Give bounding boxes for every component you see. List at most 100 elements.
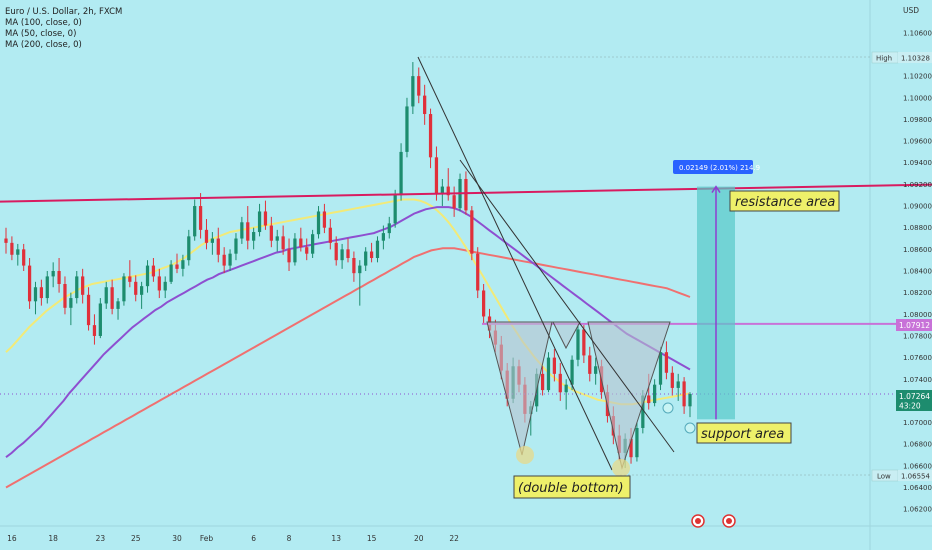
- pattern-annotation[interactable]: (double bottom): [513, 475, 631, 499]
- y-tick-label: 1.09600: [903, 138, 932, 146]
- x-tick-label: 30: [172, 534, 182, 543]
- candle-body: [546, 357, 551, 391]
- candle: [322, 203, 327, 234]
- candle-body: [452, 195, 456, 209]
- candle: [546, 352, 551, 393]
- candle-body: [393, 195, 397, 224]
- candle-body: [641, 395, 645, 428]
- candle: [110, 279, 114, 315]
- candle: [116, 298, 120, 320]
- candle: [51, 262, 55, 288]
- symbol-title: Euro / U.S. Dollar, 2h, FXCM: [5, 7, 122, 17]
- candle-body: [635, 427, 639, 458]
- candle-body: [257, 211, 262, 233]
- candle-body: [664, 352, 669, 373]
- low-label: Low: [877, 473, 891, 481]
- candle-body: [210, 238, 215, 243]
- candle-body: [175, 264, 179, 269]
- candle: [204, 219, 209, 250]
- candle: [405, 97, 409, 158]
- measure-label-text: 0.02149 (2.01%) 214.9: [679, 164, 760, 172]
- candle: [652, 379, 657, 407]
- ma100-line: [5, 206, 691, 458]
- candle: [576, 322, 580, 367]
- candle: [257, 203, 262, 237]
- y-tick-label: 1.09000: [903, 203, 932, 211]
- candle-body: [405, 106, 409, 152]
- pattern-annotation-text: (double bottom): [518, 481, 624, 496]
- candle: [417, 67, 421, 104]
- candle-body: [481, 290, 486, 317]
- candle: [210, 232, 215, 255]
- candle-body: [446, 186, 450, 196]
- candle: [470, 206, 474, 261]
- support-annotation[interactable]: support area: [696, 422, 792, 444]
- candle-body: [246, 222, 250, 241]
- candle: [151, 258, 156, 282]
- y-tick-label: 1.07600: [903, 354, 932, 362]
- candle-body: [39, 287, 44, 299]
- candle: [98, 298, 102, 339]
- candle-body: [75, 276, 79, 299]
- candle-body: [340, 249, 344, 261]
- moving-averages: [5, 198, 691, 489]
- candle-body: [234, 238, 238, 254]
- support-marker-2: [684, 422, 696, 434]
- event-flag-icon-2[interactable]: [722, 514, 736, 528]
- candle-body: [157, 276, 161, 291]
- candle: [27, 258, 32, 309]
- candle: [104, 281, 108, 309]
- resistance-annotation-text: resistance area: [735, 195, 835, 210]
- resistance-line: [0, 183, 932, 203]
- candle-body: [364, 251, 368, 266]
- candle: [369, 242, 374, 263]
- candle-body: [411, 76, 415, 107]
- candle-body: [423, 95, 427, 115]
- candle: [33, 281, 38, 315]
- candle-body: [346, 249, 350, 259]
- pattern-triangle-right: [587, 321, 671, 470]
- x-tick-label: 15: [367, 534, 377, 543]
- candle-body: [287, 249, 291, 263]
- candle: [375, 236, 380, 263]
- candle-body: [328, 227, 332, 243]
- candle-body: [476, 253, 480, 291]
- candle: [157, 268, 161, 299]
- event-flag-icon-1[interactable]: [691, 514, 705, 528]
- candle: [434, 146, 439, 201]
- candle-body: [10, 242, 14, 255]
- candle: [540, 366, 545, 396]
- candle: [228, 249, 232, 271]
- candle-body: [647, 395, 651, 404]
- low-value-box: [898, 470, 932, 481]
- y-tick-label: 1.06600: [903, 462, 932, 470]
- x-tick-label: Feb: [200, 534, 214, 543]
- pattern-annotation-box: [513, 475, 631, 499]
- candle-body: [27, 265, 32, 302]
- indicator-ma200: MA (200, close, 0): [5, 40, 82, 50]
- y-tick-label: 1.06400: [903, 484, 932, 492]
- y-tick-label: 1.07000: [903, 419, 932, 427]
- candle-body: [269, 225, 273, 241]
- candle-body: [216, 238, 220, 255]
- candle-body: [145, 265, 150, 287]
- candle: [193, 199, 197, 241]
- candle-body: [98, 303, 102, 336]
- candle: [128, 260, 132, 288]
- y-tick-label: 1.08000: [903, 311, 932, 319]
- candle-body: [399, 151, 403, 196]
- candle: [305, 238, 309, 261]
- candle-body: [540, 373, 545, 391]
- candle: [588, 346, 592, 382]
- candle: [340, 243, 344, 269]
- candle: [352, 251, 356, 282]
- candle: [269, 216, 273, 248]
- candle-body: [151, 265, 156, 277]
- candle: [658, 346, 663, 391]
- resistance-annotation[interactable]: resistance area: [729, 190, 840, 212]
- low-value: 1.06554: [901, 473, 930, 481]
- candle-body: [163, 281, 167, 291]
- candle-body: [16, 249, 20, 255]
